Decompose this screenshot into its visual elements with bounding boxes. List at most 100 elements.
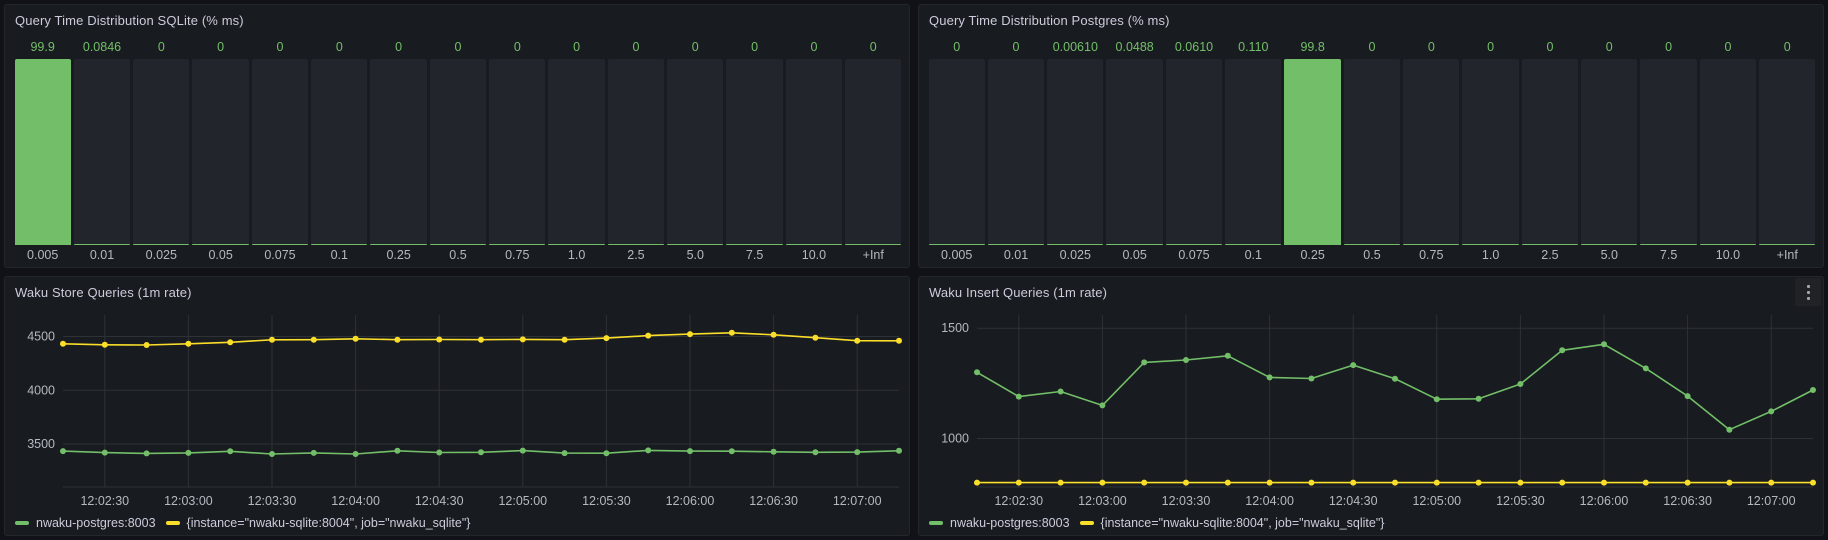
histogram-bucket[interactable]: 0 0.5 <box>1342 35 1401 267</box>
panel-title: Query Time Distribution SQLite (% ms) <box>15 12 244 28</box>
panel-body: 0 0.005 0 0.01 0.00610 0.025 0.0488 0.05 0.0610 0… <box>919 35 1823 267</box>
panel-title: Waku Insert Queries (1m rate) <box>929 284 1108 300</box>
series-point <box>1517 479 1524 486</box>
histogram-bucket[interactable]: 0 1.0 <box>1461 35 1520 267</box>
bucket-bar <box>1047 244 1104 245</box>
histogram-bucket[interactable]: 0 7.5 <box>1639 35 1698 267</box>
bucket-value-label: 0 <box>1012 40 1020 54</box>
series-point <box>1350 362 1357 369</box>
series-point <box>770 448 777 455</box>
histogram-bucket[interactable]: 99.9 0.005 <box>13 35 72 267</box>
legend-item[interactable]: {instance="nwaku-sqlite:8004", job="nwak… <box>1079 516 1384 530</box>
histogram-bucket[interactable]: 0.0610 0.075 <box>1164 35 1223 267</box>
histogram-bucket[interactable]: 0.0488 0.05 <box>1105 35 1164 267</box>
histogram-bucket[interactable]: 0 0.1 <box>310 35 369 267</box>
histogram-bucket[interactable]: 0 0.75 <box>1402 35 1461 267</box>
bucket-value-label: 0.00610 <box>1052 40 1098 54</box>
series-point <box>1684 393 1691 400</box>
histogram-bucket[interactable]: 0 0.075 <box>250 35 309 267</box>
series-point <box>101 449 108 456</box>
x-axis-tick-label: 12:02:30 <box>80 494 129 508</box>
histogram-bucket[interactable]: 0 5.0 <box>1580 35 1639 267</box>
bucket-value-label: 0 <box>691 40 699 54</box>
legend-item[interactable]: nwaku-postgres:8003 <box>15 516 156 530</box>
bucket-bar <box>667 244 724 245</box>
histogram-bucket[interactable]: 0 7.5 <box>725 35 784 267</box>
bucket-axis-label: 0.025 <box>145 248 177 262</box>
series-point <box>1141 359 1148 366</box>
histogram-bucket[interactable]: 99.8 0.25 <box>1283 35 1342 267</box>
panel-query-time-distribution-sqlite[interactable]: Query Time Distribution SQLite (% ms) 99… <box>4 4 910 268</box>
bucket-bar <box>1699 244 1757 245</box>
histogram-bucket[interactable]: 0 0.025 <box>132 35 191 267</box>
x-axis-tick-label: 12:06:00 <box>1580 494 1629 508</box>
legend-color-swatch <box>929 521 943 525</box>
bucket-value-label: 0 <box>1546 40 1554 54</box>
panel-waku-insert-queries[interactable]: Waku Insert Queries (1m rate) 1000 1500 12… <box>918 276 1824 536</box>
histogram-bucket[interactable]: 0 0.05 <box>191 35 250 267</box>
histogram-bucket[interactable]: 0 +Inf <box>1758 35 1817 267</box>
histogram-bucket[interactable]: 0 0.01 <box>986 35 1045 267</box>
histogram-bucket[interactable]: 0 0.25 <box>369 35 428 267</box>
bucket-axis-label: 0.5 <box>449 248 467 262</box>
bucket-bar <box>1284 59 1341 245</box>
histogram-bucket[interactable]: 0.110 0.1 <box>1224 35 1283 267</box>
x-axis-tick-label: 12:06:30 <box>749 494 798 508</box>
x-axis-tick-label: 12:02:30 <box>994 494 1043 508</box>
histogram-bucket[interactable]: 0 5.0 <box>666 35 725 267</box>
histogram-bucket[interactable]: 0 10.0 <box>1698 35 1757 267</box>
x-axis-tick-label: 12:05:00 <box>1412 494 1461 508</box>
bucket-axis-label: 10.0 <box>801 248 827 262</box>
series-point <box>1266 479 1273 486</box>
bucket-track <box>1699 59 1757 245</box>
series-point <box>1601 341 1607 348</box>
bucket-value-label: 0 <box>1724 40 1732 54</box>
legend-color-swatch <box>15 521 29 525</box>
bucket-axis-label: 2.5 <box>627 248 645 262</box>
legend: nwaku-postgres:8003 {instance="nwaku-sqli… <box>919 511 1823 535</box>
series-point <box>728 448 735 455</box>
series-point <box>854 337 861 344</box>
series-point <box>519 447 526 454</box>
legend-item[interactable]: nwaku-postgres:8003 <box>929 516 1070 530</box>
panel-query-time-distribution-postgres[interactable]: Query Time Distribution Postgres (% ms) … <box>918 4 1824 268</box>
bucket-track <box>489 59 546 245</box>
series-point <box>394 336 401 343</box>
bucket-value-label: 0 <box>573 40 581 54</box>
series-point <box>1433 396 1440 403</box>
histogram-bucket[interactable]: 0 0.005 <box>927 35 986 267</box>
legend-item[interactable]: {instance="nwaku-sqlite:8004", job="nwak… <box>165 516 471 530</box>
histogram-sqlite: 99.9 0.005 0.0846 0.01 0 0.025 0 0.05 0 0.075 0 0.1… <box>5 35 909 267</box>
timeseries-plot: 1000 1500 12:02:30 12:03:00 12:03:30 12:04:00… <box>941 315 1816 508</box>
histogram-bucket[interactable]: 0 1.0 <box>547 35 606 267</box>
series-point <box>854 449 861 456</box>
bucket-axis-label: +Inf <box>1776 248 1798 262</box>
series-point <box>436 449 443 456</box>
series-point <box>1559 479 1566 486</box>
histogram-bucket[interactable]: 0 +Inf <box>844 35 903 267</box>
series-point <box>60 340 66 347</box>
bucket-bar <box>987 244 1045 245</box>
histogram-bucket[interactable]: 0.00610 0.025 <box>1046 35 1105 267</box>
bucket-value-label: 0 <box>632 40 640 54</box>
histogram-bucket[interactable]: 0 2.5 <box>606 35 665 267</box>
panel-header: Query Time Distribution SQLite (% ms) <box>5 5 909 35</box>
bucket-bar <box>1462 244 1519 245</box>
bucket-track <box>133 59 190 245</box>
bucket-axis-label: 10.0 <box>1715 248 1741 262</box>
histogram-bucket[interactable]: 0 0.5 <box>428 35 487 267</box>
bucket-axis-label: 2.5 <box>1541 248 1559 262</box>
panel-waku-store-queries[interactable]: Waku Store Queries (1m rate) 3500 4000 450… <box>4 276 910 536</box>
histogram-bucket[interactable]: 0 0.75 <box>488 35 547 267</box>
series-point <box>1057 388 1064 395</box>
series-point <box>1642 479 1649 486</box>
y-axis-tick-label: 1000 <box>941 431 969 445</box>
kebab-menu-icon[interactable] <box>1795 278 1821 306</box>
histogram-bucket[interactable]: 0 2.5 <box>1520 35 1579 267</box>
bucket-value-label: 0 <box>276 40 284 54</box>
histogram-bucket[interactable]: 0.0846 0.01 <box>72 35 131 267</box>
series-point <box>227 448 234 455</box>
histogram-bucket[interactable]: 0 10.0 <box>784 35 843 267</box>
legend-label: nwaku-postgres:8003 <box>950 516 1070 530</box>
legend-label: {instance="nwaku-sqlite:8004", job="nwak… <box>186 516 471 530</box>
